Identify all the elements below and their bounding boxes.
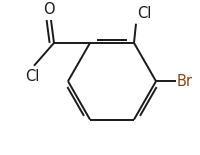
Text: Cl: Cl	[137, 6, 151, 21]
Text: Br: Br	[177, 74, 193, 89]
Text: O: O	[44, 2, 55, 17]
Text: Cl: Cl	[25, 69, 39, 84]
